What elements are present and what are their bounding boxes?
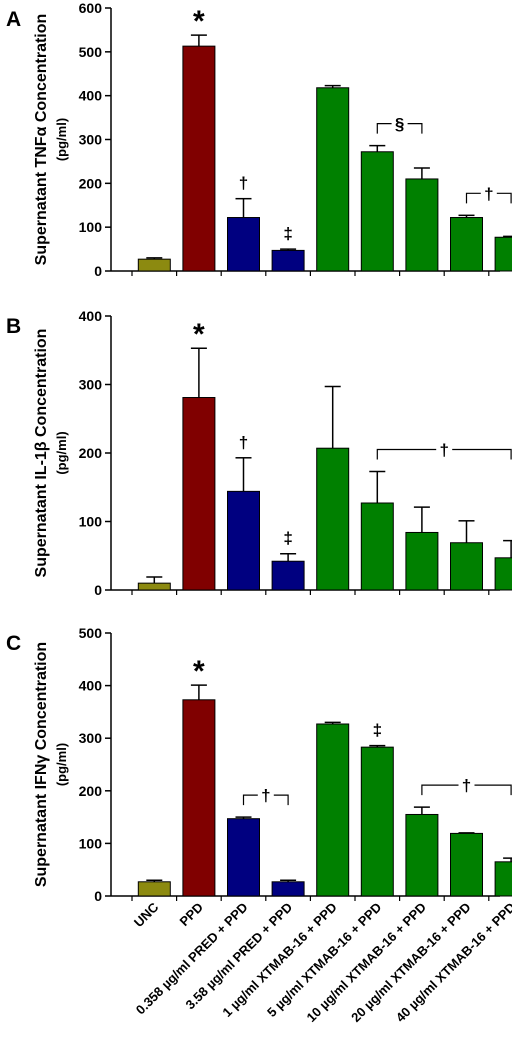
panel-label: A xyxy=(6,8,21,31)
bar-5 xyxy=(316,447,350,591)
y-tick-label: 200 xyxy=(79,445,103,461)
significance-bracket xyxy=(421,784,512,796)
panel-label: C xyxy=(6,632,21,655)
panel-a: A Supernatant TNFα Concentration (pg/ml) 0 1… xyxy=(6,0,512,279)
y-tick-label: 200 xyxy=(79,175,103,191)
y-tick-label: 400 xyxy=(79,88,103,104)
y-tick-label: 0 xyxy=(94,888,102,904)
y-tick-label: 500 xyxy=(79,625,103,641)
bar-4 xyxy=(271,881,305,897)
significance-marker: * xyxy=(193,5,205,38)
bar-1 xyxy=(137,881,171,897)
bar-4 xyxy=(271,560,305,591)
bar-8 xyxy=(450,217,483,272)
significance-marker: ‡ xyxy=(283,529,292,548)
significance-marker: † xyxy=(439,440,448,459)
panel-b: B Supernatant IL-1β Concentration (pg/ml) 0… xyxy=(6,308,512,598)
y-tick-label: 600 xyxy=(79,0,103,16)
bar-3 xyxy=(227,217,260,272)
x-tick-label: PPD xyxy=(177,900,207,930)
bar-7 xyxy=(405,178,439,272)
bar-9 xyxy=(494,236,512,272)
y-tick-label: 100 xyxy=(79,514,103,530)
significance-marker: † xyxy=(239,433,248,452)
significance-marker: § xyxy=(395,115,404,134)
significance-bracket xyxy=(242,794,289,806)
y-tick-label: 400 xyxy=(79,308,103,324)
y-axis-title: Supernatant IL-1β Concentration xyxy=(33,329,50,578)
panel-c: C Supernatant IFNγ Concentration (pg/ml) 0 1… xyxy=(6,625,512,904)
bar-1 xyxy=(137,582,171,591)
y-tick-label: 300 xyxy=(79,377,103,393)
bar-7 xyxy=(405,531,439,591)
y-tick-label: 300 xyxy=(79,132,103,148)
bar-2 xyxy=(182,699,216,897)
y-tick-label: 100 xyxy=(79,835,103,851)
y-tick-label: 200 xyxy=(79,783,103,799)
significance-bracket xyxy=(376,123,423,134)
significance-marker: † xyxy=(239,174,248,193)
bar-9 xyxy=(494,861,512,897)
bar-5 xyxy=(316,723,350,897)
significance-marker: † xyxy=(462,776,471,795)
significance-marker: † xyxy=(484,184,493,203)
bar-6 xyxy=(360,151,394,272)
y-tick-label: 0 xyxy=(94,263,102,279)
bar-6 xyxy=(360,502,394,591)
x-tick-label: UNC xyxy=(131,899,162,930)
bar-3 xyxy=(227,490,260,591)
bar-3 xyxy=(227,818,260,897)
bar-8 xyxy=(450,832,483,897)
bar-6 xyxy=(360,746,394,897)
bar-2 xyxy=(182,45,216,272)
panel-label: B xyxy=(6,315,21,338)
bar-1 xyxy=(137,258,171,272)
bar-7 xyxy=(405,813,439,897)
significance-bracket xyxy=(376,448,512,460)
y-axis-title: Supernatant IFNγ Concentration xyxy=(33,642,50,887)
significance-marker: ‡ xyxy=(283,224,292,243)
significance-marker: * xyxy=(193,655,205,688)
y-axis-unit: (pg/ml) xyxy=(54,743,69,786)
y-tick-label: 0 xyxy=(94,582,102,598)
significance-marker: ‡ xyxy=(373,721,382,740)
bar-2 xyxy=(182,397,216,591)
y-tick-label: 400 xyxy=(79,678,103,694)
y-tick-label: 100 xyxy=(79,219,103,235)
y-tick-label: 300 xyxy=(79,730,103,746)
bar-4 xyxy=(271,249,305,272)
bar-8 xyxy=(450,542,483,591)
y-axis-unit: (pg/ml) xyxy=(54,118,69,161)
significance-marker: * xyxy=(193,318,205,351)
significance-marker: † xyxy=(261,786,270,805)
significance-bracket xyxy=(465,192,512,204)
bar-9 xyxy=(494,557,512,591)
y-tick-label: 500 xyxy=(79,44,103,60)
y-axis-unit: (pg/ml) xyxy=(54,431,69,474)
bar-5 xyxy=(316,87,350,272)
y-axis-title: Supernatant TNFα Concentration xyxy=(33,14,50,266)
